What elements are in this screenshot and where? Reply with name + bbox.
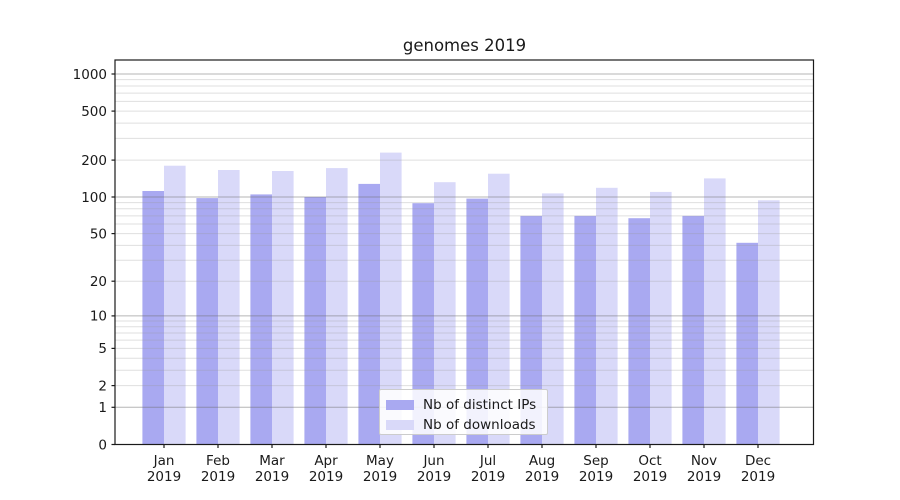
x-tick-label-month-sep: Sep <box>583 453 608 469</box>
legend-swatch-distinct-ips <box>386 400 414 410</box>
x-tick-label-year-apr: 2019 <box>309 469 343 485</box>
x-tick-label-year-may: 2019 <box>363 469 397 485</box>
bar-nb-of-distinct-ips-jun <box>412 203 434 445</box>
bar-nb-of-distinct-ips-may <box>358 183 380 445</box>
x-tick-label-year-mar: 2019 <box>255 469 289 485</box>
x-tick-label-year-dec: 2019 <box>741 469 775 485</box>
x-tick-label-month-may: May <box>366 453 394 469</box>
bar-nb-of-downloads-jul <box>488 173 510 445</box>
bar-nb-of-downloads-apr <box>326 168 348 445</box>
x-tick-label-year-feb: 2019 <box>201 469 235 485</box>
x-tick-label-month-aug: Aug <box>529 453 555 469</box>
bar-nb-of-downloads-jan <box>164 165 186 445</box>
x-tick-label-month-mar: Mar <box>259 453 285 469</box>
x-tick-label-month-oct: Oct <box>638 453 661 469</box>
bar-nb-of-distinct-ips-jan <box>142 191 164 445</box>
bar-nb-of-distinct-ips-feb <box>196 198 218 445</box>
bar-nb-of-downloads-aug <box>542 193 564 445</box>
legend-item-distinct-ips: Nb of distinct IPs <box>386 395 547 415</box>
legend-label-distinct-ips: Nb of distinct IPs <box>423 397 537 413</box>
legend-swatch-downloads <box>386 420 414 430</box>
y-tick-label-2: 2 <box>98 378 107 394</box>
x-tick-label-year-jul: 2019 <box>471 469 505 485</box>
y-tick-label-0: 0 <box>98 437 107 453</box>
legend-label-downloads: Nb of downloads <box>423 417 536 433</box>
y-tick-label-20: 20 <box>90 274 107 290</box>
bar-nb-of-downloads-jun <box>434 182 456 445</box>
x-tick-label-month-apr: Apr <box>314 453 338 469</box>
y-tick-label-500: 500 <box>81 104 107 120</box>
y-tick-label-5: 5 <box>98 341 107 357</box>
y-tick-label-10: 10 <box>90 309 107 325</box>
x-tick-label-year-aug: 2019 <box>525 469 559 485</box>
x-tick-label-month-jun: Jun <box>422 453 444 469</box>
y-tick-label-100: 100 <box>81 190 107 206</box>
bar-nb-of-downloads-mar <box>272 171 294 445</box>
y-tick-label-1000: 1000 <box>73 67 107 83</box>
x-tick-label-month-dec: Dec <box>745 453 771 469</box>
bar-nb-of-downloads-nov <box>704 178 726 445</box>
bar-nb-of-distinct-ips-dec <box>736 242 758 445</box>
x-tick-label-year-jan: 2019 <box>147 469 181 485</box>
bar-nb-of-downloads-dec <box>758 200 780 445</box>
bar-nb-of-distinct-ips-sep <box>574 215 596 445</box>
x-tick-label-month-feb: Feb <box>206 453 230 469</box>
bar-nb-of-distinct-ips-mar <box>250 194 272 445</box>
bar-nb-of-downloads-feb <box>218 170 240 445</box>
x-tick-label-year-nov: 2019 <box>687 469 721 485</box>
chart-title: genomes 2019 <box>402 36 527 55</box>
y-tick-label-50: 50 <box>90 226 107 242</box>
legend: Nb of distinct IPs Nb of downloads <box>379 389 548 435</box>
y-tick-label-1: 1 <box>98 400 107 416</box>
x-tick-label-year-jun: 2019 <box>417 469 451 485</box>
x-tick-label-year-sep: 2019 <box>579 469 613 485</box>
bar-nb-of-distinct-ips-jul <box>466 198 488 445</box>
bar-nb-of-distinct-ips-apr <box>304 197 326 445</box>
x-tick-label-month-jul: Jul <box>479 453 496 469</box>
bar-nb-of-distinct-ips-nov <box>682 215 704 445</box>
axes-spines <box>114 59 815 446</box>
bar-nb-of-downloads-may <box>380 152 402 445</box>
legend-item-downloads: Nb of downloads <box>386 415 547 435</box>
bar-nb-of-downloads-oct <box>650 191 672 445</box>
y-tick-label-200: 200 <box>81 153 107 169</box>
x-tick-label-month-jan: Jan <box>153 453 175 469</box>
bar-nb-of-distinct-ips-oct <box>628 218 650 445</box>
bar-nb-of-distinct-ips-aug <box>520 215 542 445</box>
x-tick-label-month-nov: Nov <box>691 453 717 469</box>
x-tick-label-year-oct: 2019 <box>633 469 667 485</box>
